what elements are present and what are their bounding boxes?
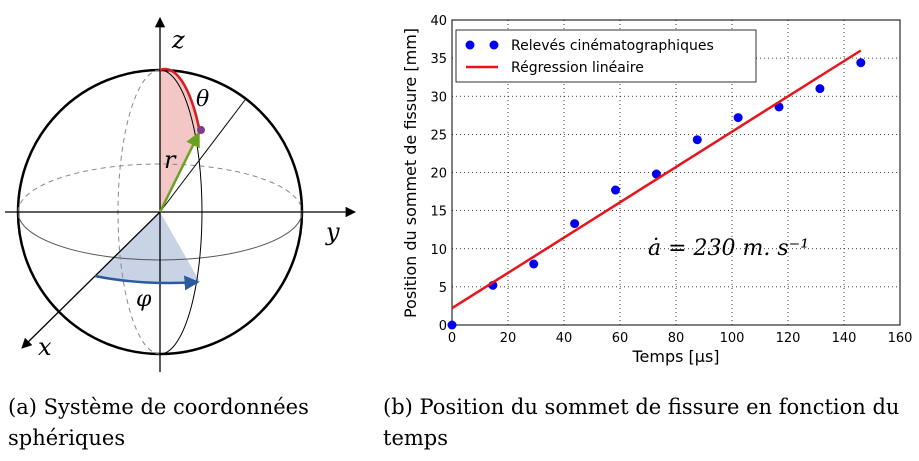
x-tick-label: 40 bbox=[556, 331, 573, 346]
phi-region bbox=[95, 212, 200, 284]
data-point bbox=[815, 84, 825, 94]
sphere-diagram: z y x θ r φ bbox=[5, 16, 357, 372]
data-point bbox=[570, 219, 580, 229]
legend-label: Relevés cinématographiques bbox=[511, 38, 714, 54]
label-z: z bbox=[171, 26, 185, 54]
y-tick-label: 10 bbox=[430, 243, 447, 258]
y-tick-label: 30 bbox=[430, 90, 447, 105]
y-tick-label: 15 bbox=[430, 205, 447, 220]
legend-swatch bbox=[465, 40, 475, 50]
data-point bbox=[733, 113, 743, 123]
point bbox=[197, 126, 205, 134]
x-axis-label: Temps [μs] bbox=[631, 347, 719, 366]
label-x: x bbox=[38, 333, 52, 361]
y-tick-label: 0 bbox=[439, 319, 447, 334]
phi-arc bbox=[94, 274, 200, 291]
theta-region bbox=[160, 68, 201, 212]
r-vector bbox=[158, 131, 201, 213]
x-axis bbox=[21, 211, 161, 349]
label-y: y bbox=[325, 218, 340, 246]
data-point bbox=[651, 169, 661, 179]
x-tick-label: 160 bbox=[888, 331, 913, 346]
y-tick-label: 20 bbox=[430, 167, 447, 182]
data-point bbox=[856, 58, 866, 68]
label-r: r bbox=[164, 146, 177, 174]
y-tick-label: 25 bbox=[430, 128, 447, 143]
equator-back bbox=[17, 163, 303, 213]
legend-swatch bbox=[489, 40, 499, 50]
caption-a: (a) Système de coordonnées sphériques bbox=[8, 395, 309, 450]
legend-box bbox=[455, 29, 757, 83]
x-tick-label: 140 bbox=[832, 331, 857, 346]
data-point bbox=[529, 259, 539, 269]
label-theta: θ bbox=[196, 87, 209, 112]
x-tick-label: 20 bbox=[500, 331, 517, 346]
y-axis-label: Position du sommet de fissure [mm] bbox=[401, 28, 420, 318]
data-point bbox=[447, 320, 457, 330]
x-tick-label: 80 bbox=[668, 331, 685, 346]
y-tick-label: 40 bbox=[430, 14, 447, 29]
data-point bbox=[692, 135, 702, 145]
x-tick-label: 120 bbox=[776, 331, 801, 346]
y-tick-label: 35 bbox=[430, 52, 447, 67]
y-tick-label: 5 bbox=[439, 281, 447, 296]
regression-line bbox=[451, 49, 862, 310]
x-tick-label: 60 bbox=[612, 331, 629, 346]
projection-line bbox=[159, 99, 246, 213]
x-tick-label: 0 bbox=[448, 331, 456, 346]
x-tick-label: 100 bbox=[720, 331, 745, 346]
data-point bbox=[611, 185, 621, 195]
label-phi: φ bbox=[136, 287, 152, 312]
caption-b: (b) Position du sommet de fissure en fon… bbox=[383, 395, 900, 450]
theta-arc bbox=[159, 67, 201, 129]
legend-label: Régression linéaire bbox=[511, 60, 644, 76]
